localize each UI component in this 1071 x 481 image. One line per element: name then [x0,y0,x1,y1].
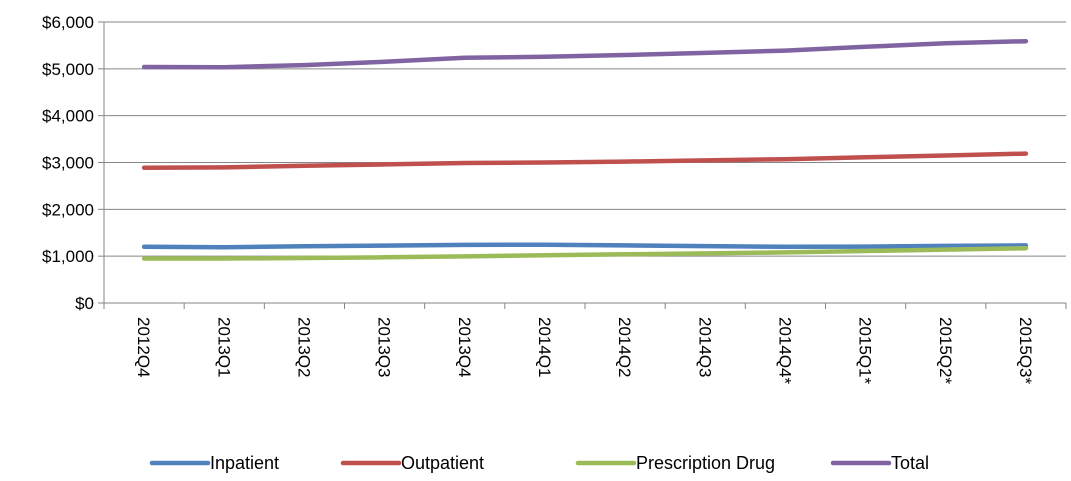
x-tick-label: 2015Q3* [1016,317,1035,384]
series-line-outpatient [141,151,1029,170]
series-line-total [141,38,1029,70]
x-tick-label: 2013Q2 [294,317,313,378]
x-tick-label: 2014Q3 [695,317,714,378]
legend-label: Prescription Drug [636,453,775,473]
y-tick-label: $1,000 [42,247,94,266]
x-tick-labels: 2012Q4 2013Q1 2013Q2 2013Q3 2013Q4 2014Q1 2014… [134,317,1035,384]
series-line-prescription-drug [141,245,1029,261]
legend-label: Total [891,453,929,473]
x-tick-label: 2014Q1 [535,317,554,378]
x-tick-label: 2013Q4 [455,317,474,378]
series-line-inpatient [141,242,1029,250]
axes [98,21,1067,309]
y-tick-label: $5,000 [42,60,94,79]
series-lines [141,38,1029,261]
x-tick-label: 2012Q4 [134,317,153,378]
y-tick-label: $4,000 [42,107,94,126]
y-tick-labels: $0 $1,000 $2,000 $3,000 $4,000 $5,000 $6,000 [42,13,94,313]
x-tick-label: 2014Q4* [775,317,794,384]
legend: Inpatient Outpatient Prescription Drug Tota… [149,453,929,473]
y-tick-label: $6,000 [42,13,94,32]
x-tick-label: 2014Q2 [615,317,634,378]
y-tick-label: $0 [75,294,94,313]
y-tick-label: $3,000 [42,154,94,173]
y-tick-label: $2,000 [42,200,94,219]
legend-label: Inpatient [210,453,279,473]
legend-label: Outpatient [401,453,484,473]
x-tick-label: 2015Q1* [856,317,875,384]
x-tick-label: 2013Q3 [375,317,394,378]
x-tick-label: 2015Q2* [936,317,955,384]
x-tick-label: 2013Q1 [214,317,233,378]
